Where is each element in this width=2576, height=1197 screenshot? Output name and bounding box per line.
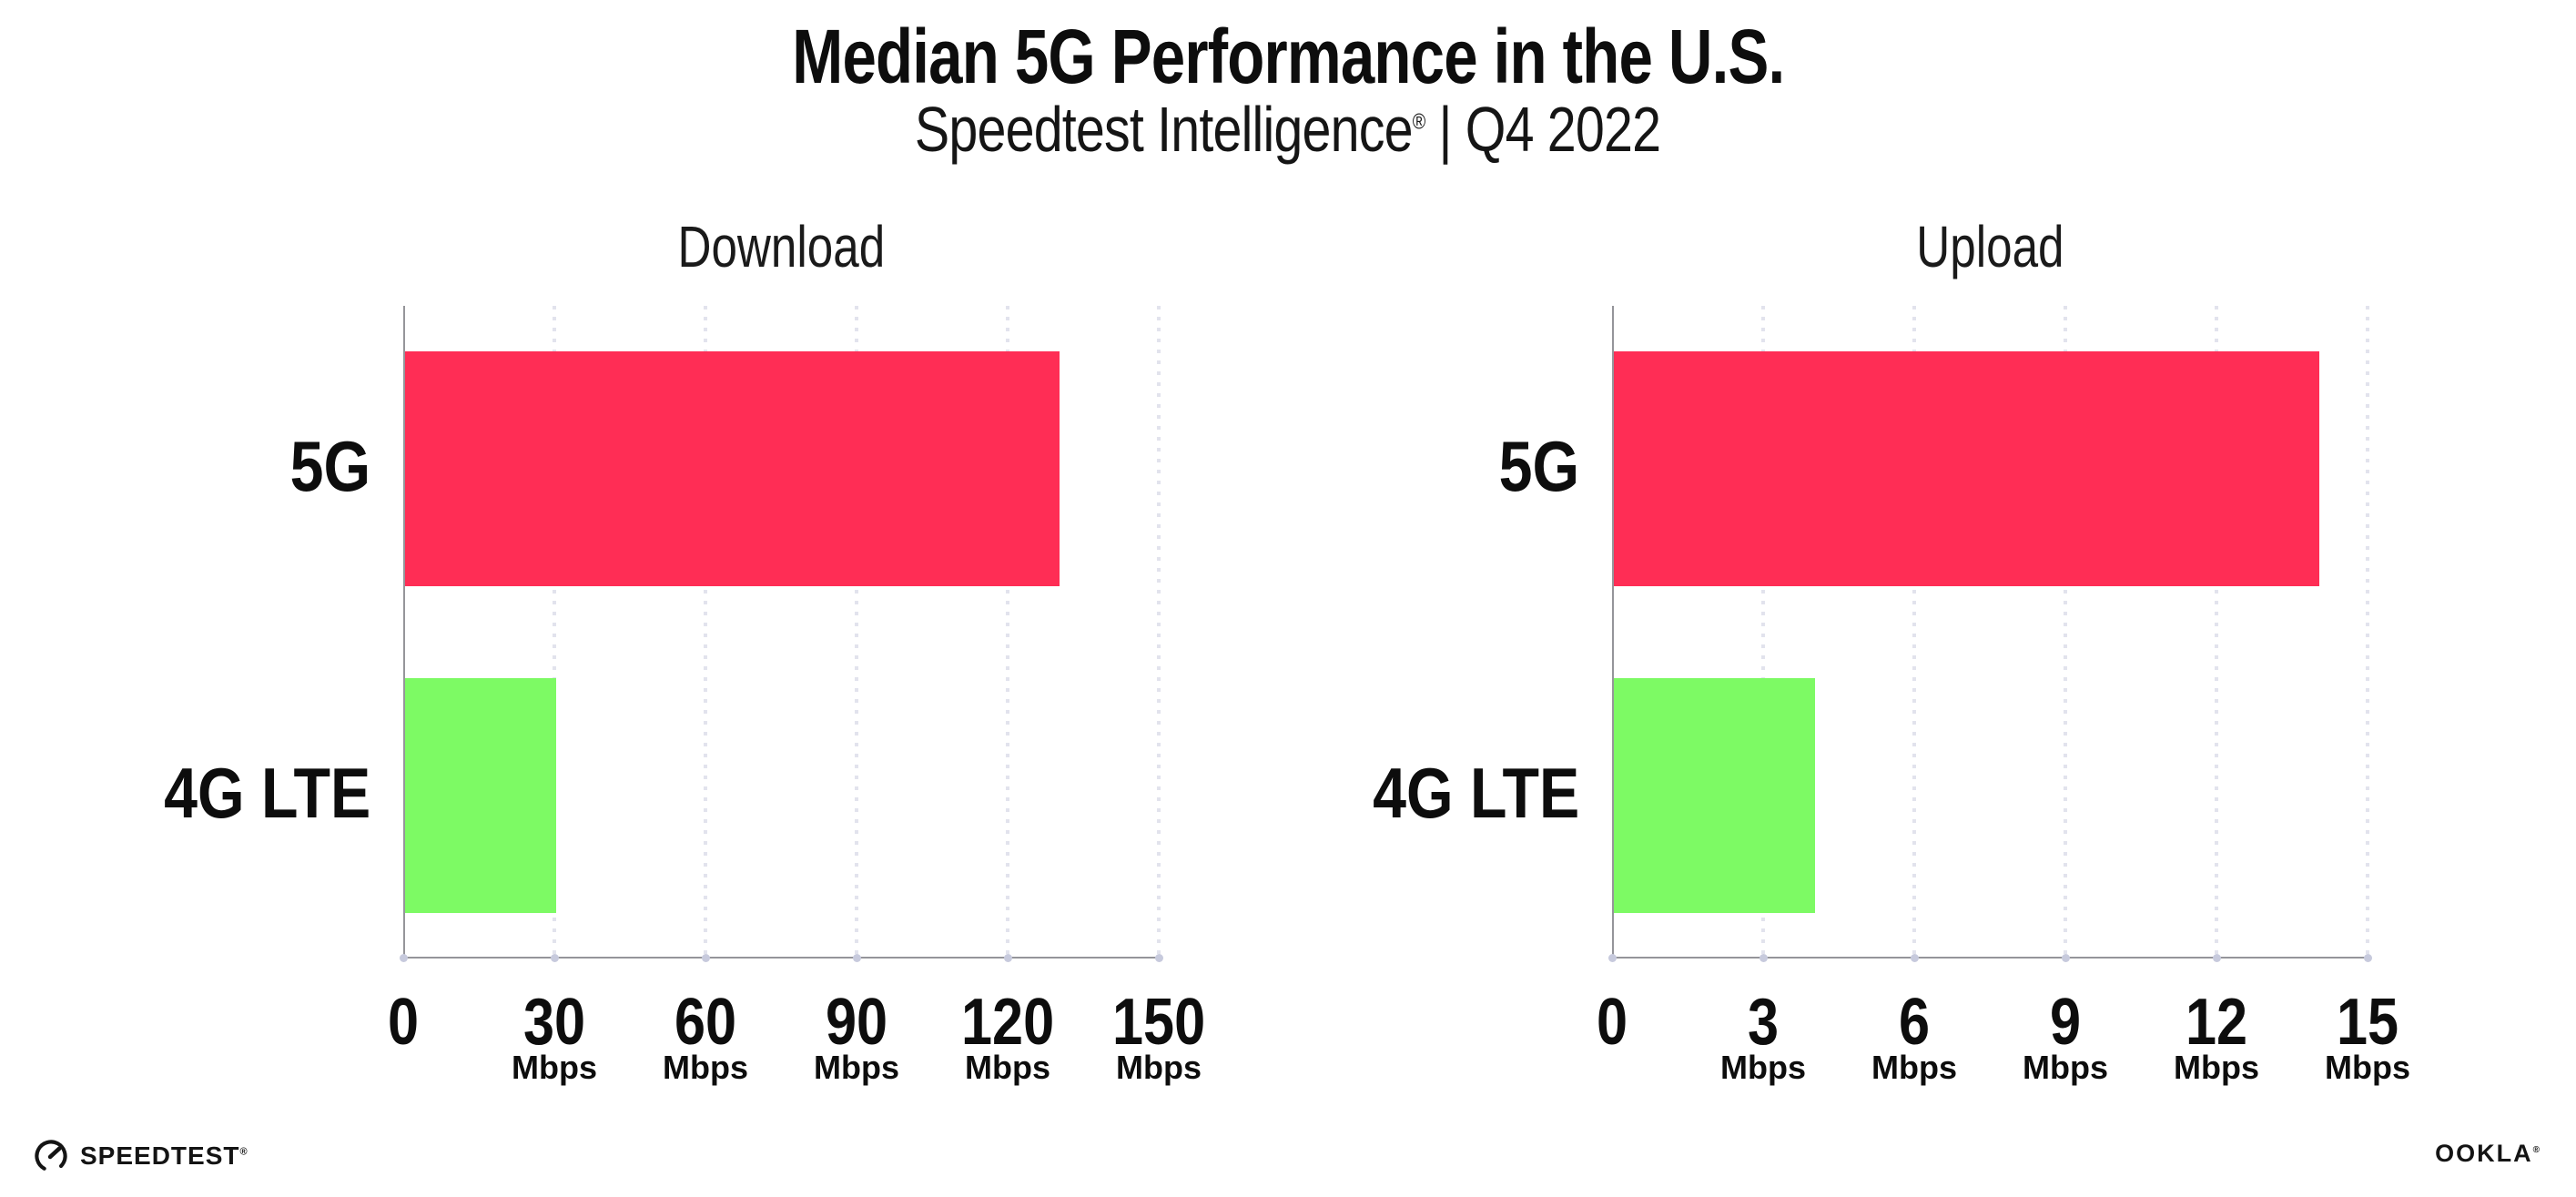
tick-label-text-upload-0: 0 bbox=[1596, 986, 1628, 1059]
tick-label-upload-3: 3 bbox=[1663, 985, 1863, 1060]
tick-mark-download-60 bbox=[701, 954, 710, 962]
tick-label-download-30: 30 bbox=[454, 985, 654, 1060]
bar-download-4g-lte bbox=[405, 677, 556, 913]
gridline-download-90 bbox=[855, 306, 858, 959]
bar-upload-4g-lte bbox=[1614, 677, 1816, 913]
tick-label-text-upload-9: 9 bbox=[2049, 986, 2082, 1059]
tick-label-text-upload-6: 6 bbox=[1898, 986, 1931, 1059]
tick-mark-download-120 bbox=[1003, 954, 1012, 962]
tick-mark-download-30 bbox=[550, 954, 559, 962]
tick-unit-upload-6: Mbps bbox=[1871, 1049, 1957, 1086]
tick-mark-download-150 bbox=[1154, 954, 1163, 962]
gridline-upload-12 bbox=[2215, 306, 2218, 959]
category-label-text-download-4g-lte: 4G LTE bbox=[163, 752, 370, 833]
tick-label-text-download-120: 120 bbox=[960, 986, 1055, 1059]
tick-mark-upload-3 bbox=[1759, 954, 1768, 962]
panel-title-row-download: Download bbox=[403, 213, 1159, 280]
gridline-download-150 bbox=[1157, 306, 1161, 959]
tick-unit-download-30: Mbps bbox=[512, 1049, 597, 1086]
tick-label-upload-6: 6 bbox=[1814, 985, 2014, 1060]
category-label-upload-5g: 5G bbox=[1033, 425, 1579, 508]
subtitle-period: | Q4 2022 bbox=[1425, 94, 1662, 165]
tick-label-text-download-30: 30 bbox=[522, 986, 586, 1059]
category-label-text-upload-4g-lte: 4G LTE bbox=[1372, 752, 1579, 833]
tick-mark-upload-9 bbox=[2061, 954, 2070, 962]
tick-label-text-upload-15: 15 bbox=[2336, 986, 2399, 1059]
tick-label-download-60: 60 bbox=[605, 985, 806, 1060]
tick-unit-upload-3: Mbps bbox=[1720, 1049, 1806, 1086]
tick-label-download-150: 150 bbox=[1059, 985, 1259, 1060]
tick-unit-upload-9: Mbps bbox=[2023, 1049, 2108, 1086]
tick-label-download-0: 0 bbox=[303, 985, 503, 1060]
speedtest-wordmark-text: SPEEDTEST bbox=[80, 1141, 240, 1170]
panel-title-download: Download bbox=[677, 214, 885, 279]
tick-unit-download-120: Mbps bbox=[965, 1049, 1050, 1086]
page-title-row: Median 5G Performance in the U.S. bbox=[0, 13, 2576, 101]
page-subtitle-row: Speedtest Intelligence® | Q4 2022 bbox=[0, 93, 2576, 166]
tick-mark-upload-0 bbox=[1607, 954, 1617, 962]
category-label-download-4g-lte: 4G LTE bbox=[0, 752, 370, 835]
speedtest-registered-mark-icon: ® bbox=[239, 1146, 248, 1158]
category-label-text-upload-5g: 5G bbox=[1498, 426, 1579, 507]
tick-mark-upload-12 bbox=[2212, 954, 2221, 962]
speedtest-gauge-icon bbox=[35, 1140, 67, 1172]
tick-label-upload-9: 9 bbox=[1965, 985, 2165, 1060]
ookla-wordmark-text: OOKLA bbox=[2435, 1140, 2533, 1167]
speedtest-logo: SPEEDTEST® bbox=[31, 1134, 248, 1178]
subtitle-brand: Speedtest Intelligence bbox=[915, 94, 1414, 165]
category-label-text-download-5g: 5G bbox=[289, 426, 370, 507]
tick-unit-download-60: Mbps bbox=[663, 1049, 748, 1086]
tick-mark-download-90 bbox=[852, 954, 861, 962]
tick-label-download-120: 120 bbox=[908, 985, 1108, 1060]
tick-label-download-90: 90 bbox=[756, 985, 957, 1060]
gridline-download-30 bbox=[553, 306, 556, 959]
tick-mark-upload-6 bbox=[1910, 954, 1919, 962]
gridline-download-60 bbox=[704, 306, 707, 959]
tick-label-text-download-150: 150 bbox=[1111, 986, 1206, 1059]
ookla-registered-mark-icon: ® bbox=[2532, 1145, 2541, 1155]
category-label-upload-4g-lte: 4G LTE bbox=[1033, 752, 1579, 835]
tick-label-upload-12: 12 bbox=[2116, 985, 2317, 1060]
tick-mark-download-0 bbox=[399, 954, 408, 962]
category-label-download-5g: 5G bbox=[0, 425, 370, 508]
ookla-logo: OOKLA® bbox=[2435, 1140, 2541, 1168]
tick-mark-upload-15 bbox=[2363, 954, 2372, 962]
tick-label-text-download-90: 90 bbox=[825, 986, 888, 1059]
tick-label-text-upload-12: 12 bbox=[2185, 986, 2248, 1059]
tick-label-text-upload-3: 3 bbox=[1747, 986, 1780, 1059]
bar-upload-5g bbox=[1614, 351, 2319, 587]
plot-area-upload bbox=[1612, 306, 2368, 959]
gridline-download-120 bbox=[1006, 306, 1009, 959]
tick-unit-download-150: Mbps bbox=[1116, 1049, 1202, 1086]
gridline-upload-9 bbox=[2064, 306, 2067, 959]
tick-unit-upload-15: Mbps bbox=[2325, 1049, 2410, 1086]
registered-mark-icon: ® bbox=[1413, 109, 1425, 135]
page-title: Median 5G Performance in the U.S. bbox=[791, 14, 1785, 99]
gridline-upload-15 bbox=[2366, 306, 2369, 959]
panel-title-upload: Upload bbox=[1915, 214, 2064, 279]
tick-label-upload-15: 15 bbox=[2267, 985, 2468, 1060]
tick-unit-upload-12: Mbps bbox=[2174, 1049, 2259, 1086]
page-subtitle: Speedtest Intelligence® | Q4 2022 bbox=[915, 93, 1662, 166]
tick-label-text-download-0: 0 bbox=[387, 986, 420, 1059]
gridline-upload-6 bbox=[1912, 306, 1916, 959]
bar-download-5g bbox=[405, 351, 1060, 587]
panel-title-row-upload: Upload bbox=[1612, 213, 2368, 280]
speedtest-wordmark: SPEEDTEST® bbox=[80, 1141, 248, 1171]
tick-label-text-download-60: 60 bbox=[674, 986, 737, 1059]
tick-unit-download-90: Mbps bbox=[814, 1049, 899, 1086]
gridline-upload-3 bbox=[1761, 306, 1765, 959]
plot-area-download bbox=[403, 306, 1159, 959]
tick-label-upload-0: 0 bbox=[1512, 985, 1712, 1060]
